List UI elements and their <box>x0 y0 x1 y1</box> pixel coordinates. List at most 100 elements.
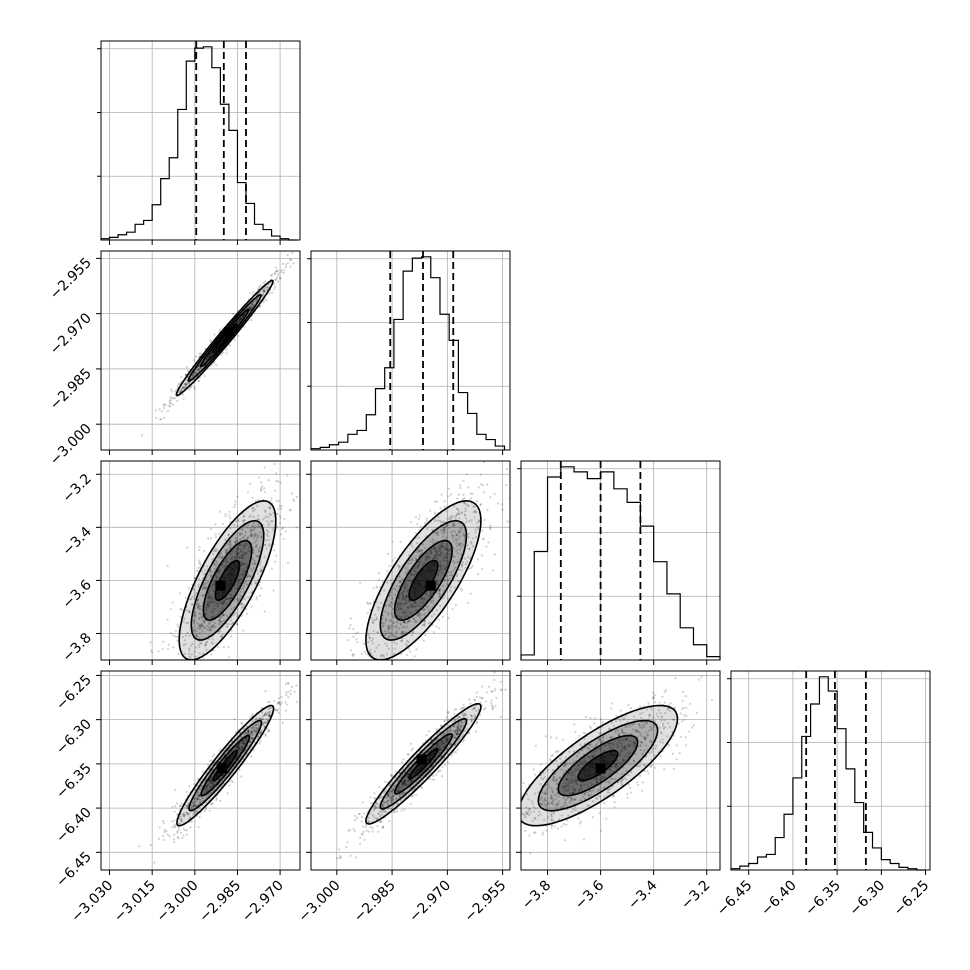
scatter-point <box>257 523 260 526</box>
scatter-point <box>453 561 456 564</box>
scatter-point <box>166 648 170 651</box>
scatter-point <box>281 262 284 265</box>
scatter-point <box>180 388 183 391</box>
scatter-point <box>297 245 299 247</box>
scatter-point <box>252 528 255 532</box>
scatter-point <box>236 320 239 323</box>
scatter-point <box>445 556 449 559</box>
scatter-point <box>171 826 174 829</box>
scatter-point <box>221 633 224 636</box>
scatter-point <box>212 624 215 627</box>
scatter-point <box>270 497 273 500</box>
scatter-point <box>248 574 251 577</box>
scatter-point <box>208 598 212 601</box>
scatter-point <box>367 633 370 636</box>
scatter-point <box>203 620 206 623</box>
scatter-point <box>197 604 201 607</box>
scatter-point <box>230 629 233 632</box>
scatter-point <box>388 631 391 634</box>
scatter-point <box>207 596 210 599</box>
scatter-point <box>242 314 245 317</box>
scatter-point <box>437 530 440 534</box>
scatter-point <box>360 652 363 655</box>
scatter-point <box>257 518 260 521</box>
scatter-point <box>216 605 219 608</box>
scatter-point <box>470 542 473 545</box>
scatter-point <box>207 596 210 599</box>
scatter-point <box>196 785 199 788</box>
scatter-point <box>366 611 369 615</box>
scatter-point <box>478 520 481 523</box>
scatter-point <box>220 602 223 605</box>
scatter-point <box>268 505 271 509</box>
scatter-point <box>176 385 179 388</box>
scatter-point <box>259 489 262 492</box>
scatter-point <box>397 608 400 611</box>
scatter-point <box>414 531 418 535</box>
scatter-point <box>438 592 441 595</box>
scatter-point <box>372 587 375 590</box>
scatter-point <box>198 545 201 548</box>
scatter-point <box>467 533 470 536</box>
scatter-point <box>277 499 280 503</box>
density-panel-2-1 <box>310 460 511 685</box>
scatter-point <box>201 624 204 627</box>
scatter-point <box>409 619 412 622</box>
scatter-point <box>257 548 260 551</box>
scatter-point <box>500 503 504 506</box>
scatter-point <box>278 505 281 508</box>
scatter-point <box>463 533 466 537</box>
scatter-point <box>429 552 432 555</box>
scatter-point <box>348 627 351 630</box>
scatter-point <box>268 714 271 717</box>
scatter-point <box>198 816 201 819</box>
scatter-point <box>197 566 200 569</box>
scatter-point <box>210 777 213 781</box>
scatter-point <box>451 534 454 537</box>
scatter-point <box>215 602 218 605</box>
histogram-step-0 <box>100 46 298 241</box>
scatter-point <box>239 581 242 584</box>
scatter-point <box>433 613 436 616</box>
scatter-point <box>448 553 451 556</box>
scatter-point <box>226 548 229 551</box>
scatter-point <box>209 595 213 598</box>
scatter-point <box>246 732 249 735</box>
scatter-point <box>211 598 214 601</box>
scatter-point <box>251 731 254 734</box>
scatter-point <box>239 543 242 547</box>
scatter-point <box>263 610 266 613</box>
scatter-point <box>234 555 237 558</box>
scatter-point <box>443 567 446 570</box>
scatter-point <box>451 525 454 528</box>
scatter-point <box>382 624 385 627</box>
scatter-point <box>430 761 433 764</box>
scatter-point <box>461 713 464 716</box>
scatter-point <box>174 630 178 633</box>
scatter-point <box>384 642 387 645</box>
scatter-point <box>398 565 401 568</box>
scatter-point <box>421 624 424 627</box>
scatter-point <box>202 652 205 655</box>
scatter-point <box>447 487 450 490</box>
scatter-point <box>204 579 207 582</box>
scatter-point <box>250 534 253 537</box>
scatter-point <box>407 647 410 650</box>
scatter-point <box>232 606 235 609</box>
scatter-point <box>396 603 399 607</box>
scatter-point <box>182 813 185 816</box>
scatter-point <box>250 590 254 594</box>
scatter-point <box>451 729 454 733</box>
scatter-point <box>193 811 196 814</box>
scatter-point <box>240 748 243 752</box>
scatter-point <box>466 555 470 558</box>
scatter-point <box>341 683 343 685</box>
scatter-point <box>173 819 176 822</box>
scatter-point <box>201 594 204 597</box>
scatter-point <box>245 612 249 615</box>
scatter-point <box>274 560 277 563</box>
scatter-point <box>238 768 241 771</box>
scatter-point <box>149 843 152 847</box>
scatter-point <box>240 602 243 605</box>
scatter-point <box>173 825 177 828</box>
